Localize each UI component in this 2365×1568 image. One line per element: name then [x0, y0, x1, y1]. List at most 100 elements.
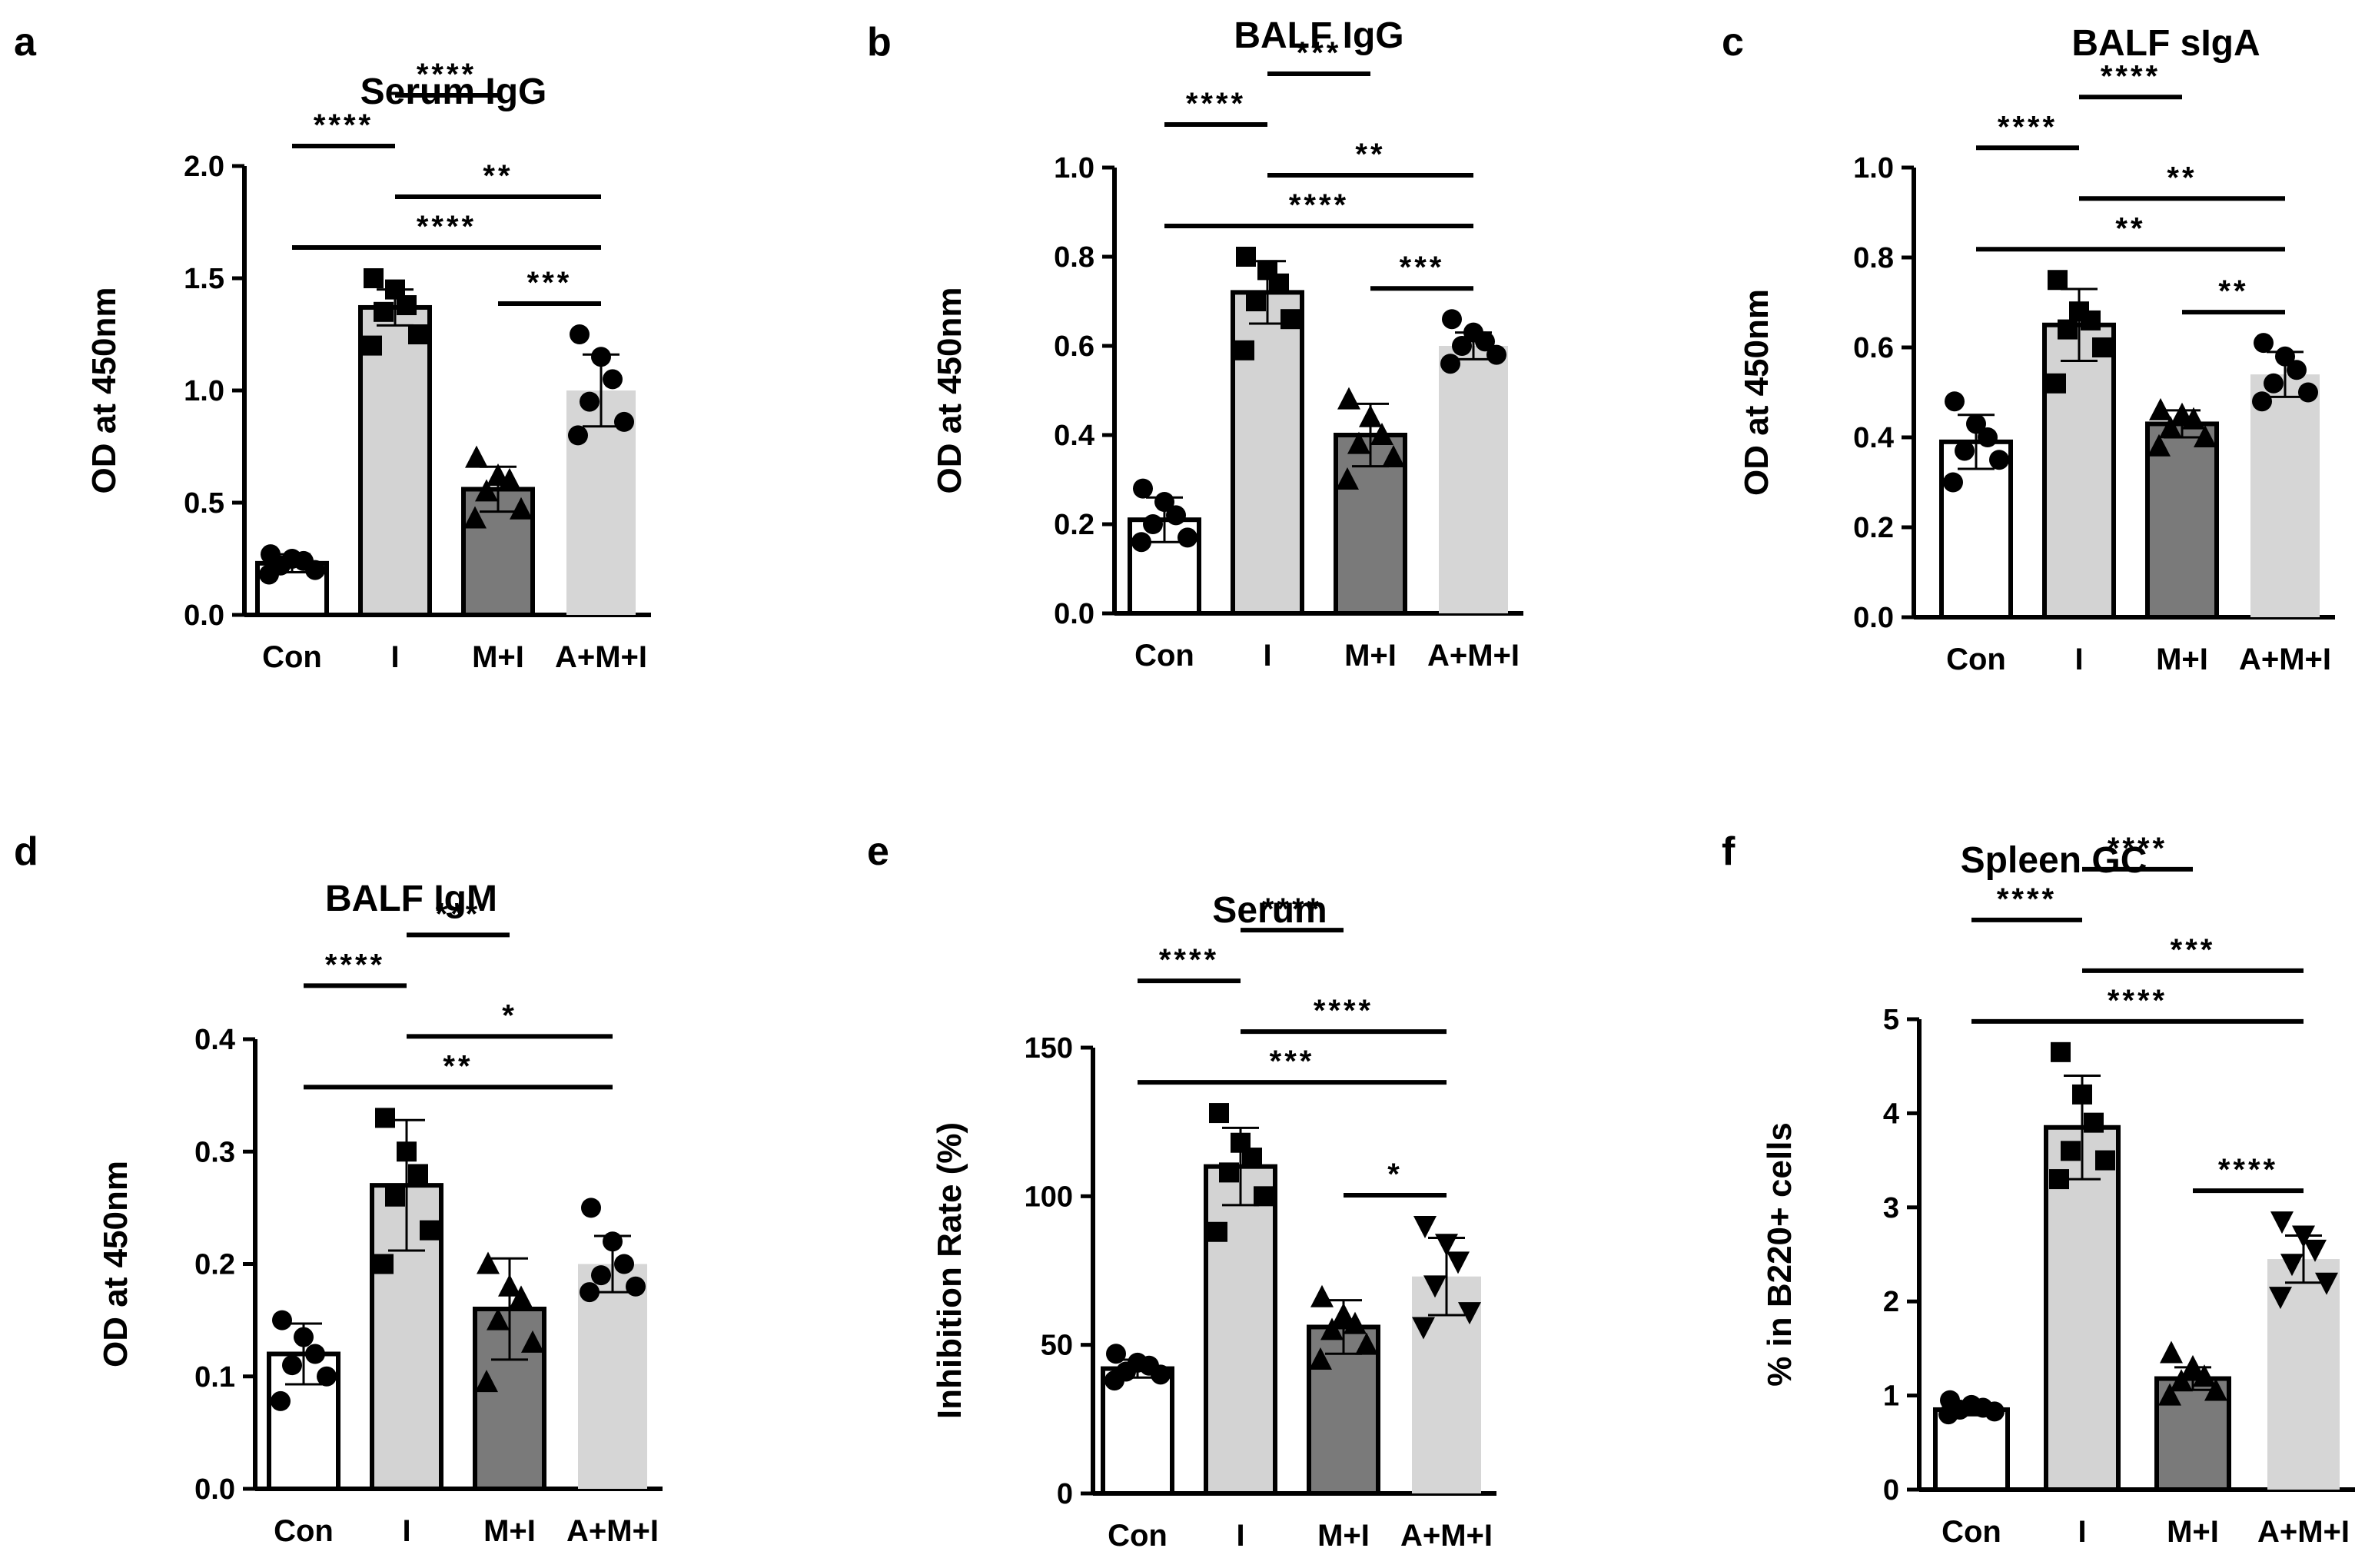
data-point [1412, 1317, 1435, 1340]
data-point [465, 445, 488, 468]
bar [1939, 439, 2013, 620]
data-point [385, 1186, 405, 1207]
data-point [385, 279, 405, 300]
y-tick-label: 1.0 [1054, 152, 1094, 184]
data-point [282, 549, 302, 569]
data-point [408, 1164, 428, 1184]
data-point [272, 1310, 292, 1330]
significance-label: *** [527, 266, 573, 300]
category-label: M+I [472, 640, 524, 674]
category-label: A+M+I [1400, 1519, 1493, 1553]
data-point [1234, 340, 1254, 360]
data-point [603, 1231, 623, 1252]
chart-title: BALF IgG [1234, 15, 1403, 56]
data-point [1154, 492, 1174, 512]
y-tick-label: 0.6 [1054, 331, 1094, 363]
data-point [581, 1198, 601, 1218]
panel-d: d BALF IgM OD at 450nm 0.0 0.1 0.2 0.3 0.4 Con I M… [14, 829, 663, 1548]
significance-label: **** [1998, 110, 2058, 144]
significance-label: **** [325, 948, 385, 982]
significance-label: * [1387, 1158, 1403, 1191]
y-tick-label: 0.4 [1054, 420, 1094, 452]
y-tick-label: 50 [1041, 1330, 1073, 1362]
category-label: Con [1946, 643, 2006, 676]
significance-label: **** [2108, 832, 2167, 865]
data-point [1486, 344, 1506, 365]
category-label: M+I [2167, 1515, 2219, 1549]
y-tick-label: 1.0 [184, 375, 224, 407]
category-label: A+M+I [1427, 639, 1520, 673]
data-point [2095, 1150, 2115, 1171]
category-label: A+M+I [2257, 1515, 2350, 1549]
data-point [475, 1370, 498, 1393]
data-point [2149, 397, 2172, 420]
significance-label: ** [2115, 211, 2145, 245]
data-point [1945, 391, 1965, 412]
data-point [1143, 514, 1163, 534]
data-point [1128, 1352, 1148, 1373]
category-label: I [2078, 1515, 2086, 1549]
significance-label: *** [1297, 36, 1342, 70]
data-point [1337, 387, 1360, 410]
significance-label: **** [417, 210, 477, 244]
y-tick-label: 3 [1883, 1192, 1899, 1224]
category-label: Con [274, 1514, 334, 1548]
data-point [626, 1276, 646, 1297]
data-point [1442, 309, 1462, 330]
significance-label: **** [2108, 984, 2167, 1018]
significance-label: *** [436, 897, 481, 931]
data-point [1166, 505, 1186, 526]
category-label: Con [262, 640, 322, 674]
data-point [2170, 1369, 2193, 1392]
significance-label: **** [1159, 943, 1219, 977]
data-point [374, 1254, 394, 1274]
data-point [1943, 472, 1963, 493]
data-point [2051, 1041, 2071, 1062]
data-point [271, 1390, 291, 1411]
category-label: A+M+I [566, 1514, 659, 1548]
category-label: Con [1134, 639, 1194, 673]
data-point [1309, 1347, 1332, 1370]
y-tick-label: 0 [1057, 1478, 1073, 1510]
data-point [1131, 532, 1151, 553]
data-point [510, 497, 533, 520]
significance-label: ** [443, 1049, 473, 1083]
data-point [1178, 527, 1197, 548]
data-point [1452, 336, 1472, 356]
data-point [2069, 301, 2089, 322]
category-label: I [1236, 1519, 1244, 1553]
significance-label: ** [2167, 161, 2197, 194]
data-point [364, 268, 384, 288]
data-point [1447, 1251, 1470, 1274]
category-label: A+M+I [555, 640, 647, 674]
data-point [1254, 1186, 1274, 1207]
data-point [603, 369, 623, 390]
data-point [1413, 1216, 1437, 1238]
data-point [397, 1141, 417, 1162]
y-tick-label: 0.8 [1054, 241, 1094, 274]
category-label: M+I [2156, 643, 2208, 676]
data-point [1106, 1344, 1126, 1364]
data-point [1257, 260, 1277, 281]
y-tick-label: 0.2 [194, 1249, 235, 1281]
y-axis-label: OD at 450nm [1738, 289, 1775, 496]
y-tick-label: 0.0 [194, 1473, 235, 1506]
panel-f: f Spleen GC % in B220+ cells 0 1 2 3 4 5 Con I M+I A… [1722, 829, 2355, 1549]
y-axis-label: OD at 450nm [931, 287, 968, 494]
significance-label: *** [2171, 933, 2216, 967]
chart-title: Spleen GC [1961, 840, 2147, 881]
category-label: Con [1108, 1519, 1168, 1553]
y-tick-label: 0 [1883, 1474, 1899, 1507]
y-tick-label: 0.4 [1853, 422, 1894, 454]
significance-label: **** [314, 108, 374, 142]
data-point [408, 324, 428, 344]
data-point [2292, 1225, 2315, 1248]
data-point [591, 1265, 611, 1286]
data-point [2049, 1169, 2069, 1190]
data-point [2072, 1084, 2092, 1105]
data-point [1336, 467, 1359, 490]
data-point [1344, 1311, 1367, 1334]
data-point [1133, 478, 1153, 499]
y-tick-label: 0.5 [184, 487, 224, 520]
